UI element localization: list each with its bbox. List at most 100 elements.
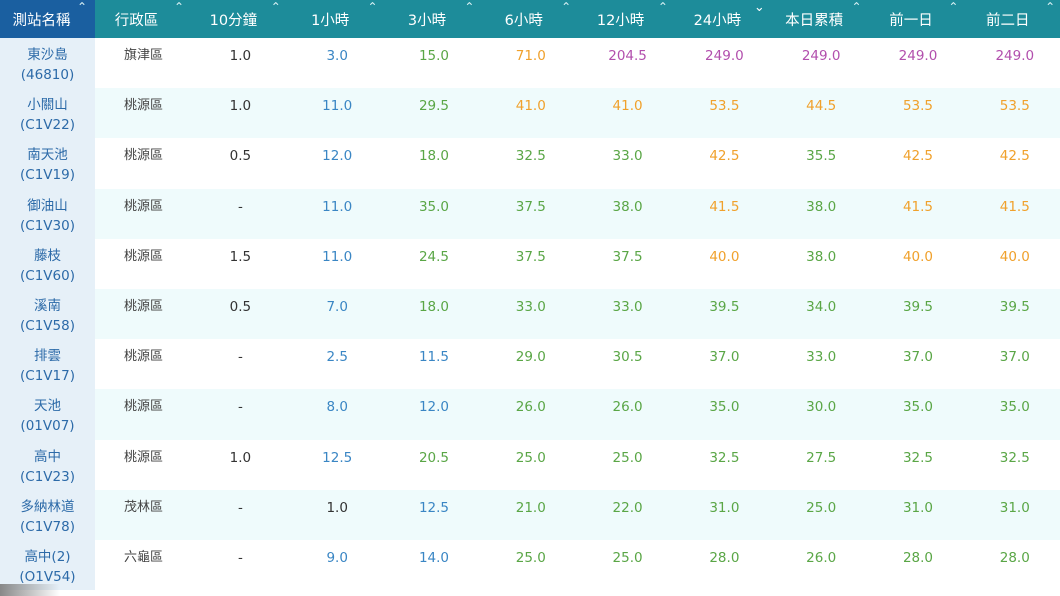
value-cell: 37.5 (515, 248, 546, 265)
value-cell: 33.0 (515, 298, 546, 315)
station-cell[interactable]: 高中(2) (O1V54) (0, 539, 95, 591)
sort-icon[interactable]: ⌃ (1045, 0, 1056, 14)
value-cell: 39.5 (709, 298, 740, 315)
value-cell: 53.5 (902, 98, 933, 115)
value-cell: 249.0 (898, 48, 938, 64)
sort-icon[interactable]: ⌃ (173, 0, 184, 14)
column-header-1[interactable]: 行政區 ⌃ (95, 0, 192, 38)
value-cell: 12.0 (322, 148, 353, 165)
station-cell[interactable]: 南天池 (C1V19) (0, 138, 95, 189)
column-header-label: 本日累積 (785, 12, 844, 29)
station-cell[interactable]: 排雲 (C1V17) (0, 339, 95, 390)
value-cell: - (237, 499, 243, 516)
value-cell: 33.0 (612, 148, 643, 165)
sort-icon[interactable]: ⌃ (76, 0, 87, 14)
value-cell: - (237, 549, 243, 566)
column-header-8[interactable]: 本日累積 ⌃ (773, 0, 870, 38)
column-header-6[interactable]: 12小時 ⌃ (579, 0, 676, 38)
column-header-2[interactable]: 10分鐘 ⌃ (192, 0, 289, 38)
value-cell: 11.0 (322, 198, 353, 215)
station-cell[interactable]: 高中 (C1V23) (0, 439, 95, 490)
value-cell: 0.5 (229, 298, 252, 315)
table-row[interactable]: 多納林道 (C1V78) 茂林區 - 1.0 12.5 21.0 22.0 31.0 25.0 31… (0, 489, 1060, 540)
station-code: (C1V60) (20, 267, 75, 284)
station-cell[interactable]: 東沙島 (46810) (0, 38, 95, 89)
value-cell: 38.0 (612, 198, 643, 215)
column-header-4[interactable]: 3小時 ⌃ (386, 0, 483, 38)
station-name: 御油山 (27, 197, 68, 214)
value-cell: 41.5 (999, 198, 1030, 215)
value-cell: 31.0 (709, 499, 740, 516)
station-code: (46810) (20, 67, 75, 83)
sort-icon[interactable]: ⌃ (367, 0, 378, 14)
value-cell: 25.0 (612, 549, 643, 566)
station-cell[interactable]: 天池 (01V07) (0, 389, 95, 440)
station-cell[interactable]: 藤枝 (C1V60) (0, 238, 95, 289)
column-header-0[interactable]: 測站名稱 ⌃ (0, 0, 95, 38)
sort-icon[interactable]: ⌃ (851, 0, 862, 14)
value-cell: 35.0 (709, 399, 740, 416)
table-row[interactable]: 南天池 (C1V19) 桃源區 0.5 12.0 18.0 32.5 33.0 42.5 35.5… (0, 138, 1060, 189)
district-cell: 茂林區 (123, 499, 163, 515)
station-cell[interactable]: 溪南 (C1V58) (0, 288, 95, 340)
station-code: (C1V22) (20, 117, 75, 134)
value-cell: 12.0 (418, 399, 450, 416)
station-code: (01V07) (20, 418, 75, 435)
value-cell: 31.0 (999, 499, 1030, 516)
station-name: 多納林道 (20, 498, 75, 515)
value-cell: - (237, 349, 243, 366)
sort-desc-icon[interactable]: ⌄ (753, 0, 765, 15)
sort-icon[interactable]: ⌃ (657, 0, 668, 14)
district-cell: 桃源區 (123, 449, 163, 465)
table-row[interactable]: 溪南 (C1V58) 桃源區 0.5 7.0 18.0 33.0 33.0 39.5 34.0 39… (0, 288, 1060, 340)
value-cell: 53.5 (999, 98, 1030, 115)
station-name: 天池 (34, 398, 61, 415)
table-row[interactable]: 高中(2) (O1V54) 六龜區 - 9.0 14.0 25.0 25.0 28.0 26.0 2… (0, 539, 1060, 591)
sort-icon[interactable]: ⌃ (464, 0, 475, 14)
station-cell[interactable]: 御油山 (C1V30) (0, 188, 95, 239)
station-cell[interactable]: 多納林道 (C1V78) (0, 489, 95, 540)
value-cell: 37.0 (902, 349, 933, 366)
value-cell: 204.5 (608, 48, 647, 64)
table-row[interactable]: 藤枝 (C1V60) 桃源區 1.5 11.0 24.5 37.5 37.5 40.0 38.0 4… (0, 238, 1060, 289)
value-cell: 41.5 (709, 198, 740, 215)
column-header-10[interactable]: 前二日 ⌃ (966, 0, 1060, 38)
station-name: 南天池 (27, 147, 68, 164)
table-row[interactable]: 天池 (01V07) 桃源區 - 8.0 12.0 26.0 26.0 35.0 30.0 35.0… (0, 389, 1060, 440)
district-cell: 桃源區 (123, 198, 163, 214)
table-row[interactable]: 小關山 (C1V22) 桃源區 1.0 11.0 29.5 41.0 41.0 53.5 44.5… (0, 88, 1060, 139)
value-cell: 40.0 (999, 248, 1030, 265)
value-cell: 39.5 (902, 298, 933, 315)
value-cell: 35.5 (806, 148, 837, 165)
table-row[interactable]: 東沙島 (46810) 旗津區 1.0 3.0 15.0 71.0 204.5 249.0 249… (0, 38, 1060, 89)
sort-icon[interactable]: ⌃ (561, 0, 572, 14)
station-code: (O1V54) (19, 568, 76, 585)
value-cell: 35.0 (999, 399, 1030, 416)
value-cell: 26.0 (515, 399, 546, 416)
value-cell: 41.0 (515, 98, 546, 115)
table-row[interactable]: 排雲 (C1V17) 桃源區 - 2.5 11.5 29.0 30.5 37.0 33.0 37.0… (0, 339, 1060, 390)
station-name: 小關山 (27, 97, 68, 114)
table-row[interactable]: 高中 (C1V23) 桃源區 1.0 12.5 20.5 25.0 25.0 32.5 27.5 3… (0, 439, 1060, 490)
station-code: (C1V30) (20, 217, 75, 234)
value-cell: 1.5 (229, 248, 252, 265)
value-cell: 32.5 (999, 449, 1030, 466)
value-cell: 14.0 (418, 549, 450, 566)
column-header-3[interactable]: 1小時 ⌃ (289, 0, 386, 38)
value-cell: 3.0 (326, 48, 348, 64)
station-cell[interactable]: 小關山 (C1V22) (0, 88, 95, 139)
table-row[interactable]: 御油山 (C1V30) 桃源區 - 11.0 35.0 37.5 38.0 41.5 38.0 41… (0, 188, 1060, 239)
column-header-7[interactable]: 24小時 ⌄ (676, 0, 773, 38)
value-cell: 12.5 (418, 499, 450, 516)
sort-icon[interactable]: ⌃ (948, 0, 959, 14)
value-cell: 26.0 (806, 549, 837, 566)
column-header-5[interactable]: 6小時 ⌃ (482, 0, 579, 38)
value-cell: 27.5 (806, 449, 837, 466)
column-header-9[interactable]: 前一日 ⌃ (870, 0, 967, 38)
value-cell: 37.0 (709, 349, 740, 366)
column-header-label: 3小時 (407, 12, 447, 29)
value-cell: 11.5 (418, 349, 450, 366)
value-cell: 25.0 (612, 449, 643, 466)
sort-icon[interactable]: ⌃ (270, 0, 281, 14)
column-header-label: 6小時 (504, 12, 543, 29)
